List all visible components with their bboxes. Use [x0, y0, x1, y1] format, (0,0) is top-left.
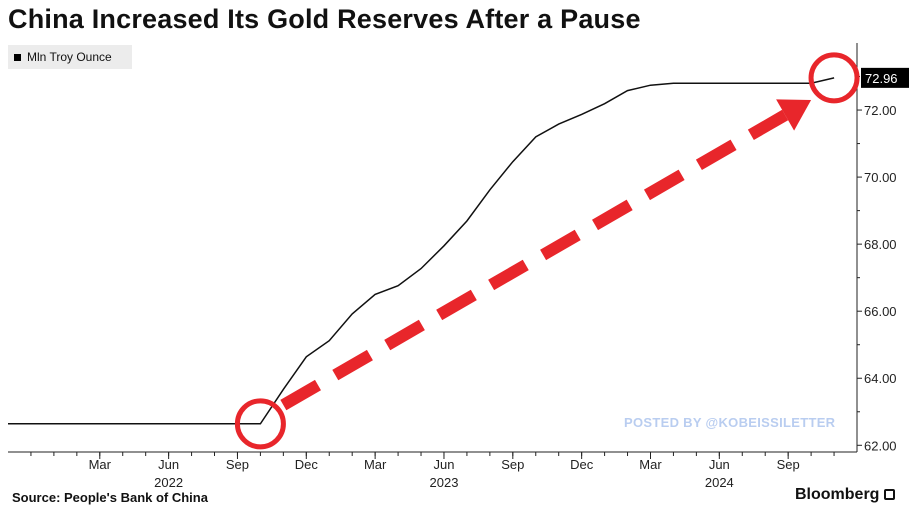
x-tick-label: Sep [226, 457, 249, 472]
brand-name: Bloomberg [795, 486, 880, 503]
x-tick-label: Jun [158, 457, 179, 472]
highlight-circle [234, 398, 286, 450]
y-tick-label: 68.00 [864, 237, 897, 252]
x-year-label: 2024 [705, 475, 734, 490]
axes: 62.00 64.00 66.00 68.00 70.00 72.00 Mar Jun 2022… [8, 43, 897, 490]
x-tick-label: Dec [570, 457, 594, 472]
x-tick-label: Sep [501, 457, 524, 472]
y-tick-label: 64.00 [864, 371, 897, 386]
x-year-label: 2023 [430, 475, 459, 490]
x-year-label: 2022 [154, 475, 183, 490]
brand-logo: Bloomberg [795, 486, 896, 504]
annotations-layer [234, 52, 860, 450]
y-tick-label: 72.00 [864, 103, 897, 118]
x-tick-label: Jun [709, 457, 730, 472]
x-tick-label: Sep [777, 457, 800, 472]
x-tick-label: Mar [89, 457, 112, 472]
legend-label: Mln Troy Ounce [27, 50, 112, 64]
y-tick-label: 66.00 [864, 304, 897, 319]
highlight-circle [808, 52, 860, 104]
x-tick-label: Jun [433, 457, 454, 472]
legend-square-icon [14, 53, 21, 61]
series-layer [8, 77, 835, 425]
x-tick-label: Mar [639, 457, 662, 472]
last-value-label: 72.96 [865, 71, 898, 86]
y-tick-label: 62.00 [864, 438, 897, 453]
y-tick-label: 70.00 [864, 170, 897, 185]
x-tick-label: Mar [364, 457, 387, 472]
bloomberg-logo-icon [884, 489, 896, 500]
trend-arrow-shaft [280, 109, 789, 411]
last-value-marker: 72.96 [861, 67, 909, 88]
watermark: POSTED BY @KOBEISSILETTER [624, 415, 836, 430]
legend: Mln Troy Ounce [8, 45, 132, 69]
series-line [8, 77, 835, 425]
x-tick-label: Dec [295, 457, 319, 472]
chart-title: China Increased Its Gold Reserves After … [8, 4, 641, 34]
source-note: Source: People's Bank of China [12, 490, 208, 505]
last-value-box [861, 67, 909, 88]
trend-arrow-head [776, 99, 812, 131]
